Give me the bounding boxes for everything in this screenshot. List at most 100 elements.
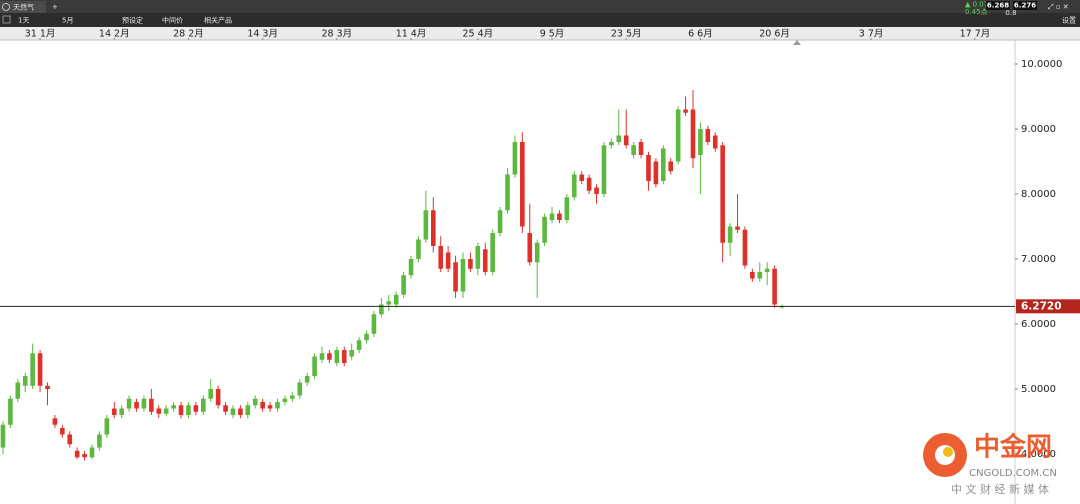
candle-body <box>163 408 169 414</box>
candle-body <box>230 408 236 416</box>
candle-body <box>97 434 102 448</box>
tab[interactable] <box>0 1 46 13</box>
candle-body <box>490 232 495 272</box>
candle-body <box>690 109 696 159</box>
candle-body <box>423 210 429 240</box>
candle-body <box>371 314 377 334</box>
ask-box[interactable] <box>1013 1 1037 10</box>
range[interactable]: 5月 <box>62 17 73 25</box>
candle-body <box>497 210 503 233</box>
candle-body <box>304 376 310 383</box>
candle-body <box>468 258 473 269</box>
candle-body <box>571 174 577 198</box>
add-tab[interactable]: + <box>52 3 58 11</box>
y-tick-label: 10.0000 <box>1021 59 1062 70</box>
preset[interactable]: 预设定 <box>122 16 143 25</box>
x-tick-label: 28 2月 <box>173 29 204 40</box>
candle-body <box>475 245 481 269</box>
change-points: 0.45点 <box>965 8 988 16</box>
candle-body <box>30 353 35 386</box>
watermark-site: CNGOLD.COM.CN <box>969 468 1057 479</box>
candle-body <box>779 306 785 308</box>
candle-body <box>178 405 184 416</box>
settings[interactable]: 设置 <box>1062 16 1076 25</box>
candle-body <box>45 385 50 390</box>
candle-body <box>89 447 95 458</box>
candle-body <box>238 408 243 416</box>
candle-body <box>431 210 436 246</box>
candle-body <box>386 301 392 305</box>
candle-body <box>327 353 332 360</box>
candle-body <box>67 434 73 445</box>
x-tick-label: 3 7月 <box>859 29 884 40</box>
candle-body <box>527 232 533 263</box>
candle-body <box>460 258 466 292</box>
y-tick-label: 4.0000 <box>1021 449 1056 460</box>
candle-body <box>661 148 666 181</box>
candle-body <box>141 398 147 409</box>
candle-body <box>720 145 725 243</box>
interval[interactable]: 1天 <box>18 17 29 25</box>
candle-body <box>312 356 317 377</box>
watermark-slogan: 中 文 财 经 新 媒 体 <box>951 482 1049 496</box>
candle-body <box>712 135 718 149</box>
candle-body <box>549 213 555 220</box>
candle-body <box>675 109 681 162</box>
candle-body <box>74 450 80 458</box>
window-icon[interactable]: ⤢ ▫ ✕ <box>1048 3 1069 11</box>
candle-body <box>764 268 770 272</box>
candle-body <box>0 424 6 448</box>
candle-body <box>82 454 87 458</box>
now-marker <box>793 40 801 45</box>
candle-body <box>341 350 347 364</box>
candle-body <box>8 398 13 425</box>
candle-body <box>379 304 384 315</box>
candle-body <box>653 161 659 185</box>
candle-body <box>334 350 340 364</box>
bid-box[interactable] <box>986 1 1010 10</box>
candle-body <box>297 382 303 396</box>
candle-body <box>742 229 748 266</box>
tab-title[interactable]: 天然气 <box>13 3 34 12</box>
x-tick-label: 20 6月 <box>759 29 790 40</box>
candle-body <box>735 226 740 230</box>
candle-body <box>579 174 584 181</box>
last-price-box <box>1016 299 1080 314</box>
mid-price[interactable]: 中间价 <box>162 16 183 25</box>
candle-body <box>156 408 162 414</box>
watermark-name: 中金网 <box>974 432 1052 463</box>
candle-body <box>349 350 354 357</box>
date-bar <box>0 27 1080 40</box>
candle-body <box>757 272 763 279</box>
watermark-logo-dot <box>943 447 953 457</box>
candle-body <box>601 145 607 194</box>
candle-body <box>119 408 124 416</box>
candle-body <box>364 333 369 341</box>
candle-body <box>408 258 414 276</box>
y-tick-label: 5.0000 <box>1021 384 1056 395</box>
ask-price[interactable]: 6.276 <box>1014 2 1036 10</box>
x-tick-label: 28 3月 <box>322 29 353 40</box>
candle-body <box>438 245 444 269</box>
x-tick-label: 11 4月 <box>396 29 427 40</box>
candle-body <box>631 145 636 155</box>
bid-price[interactable]: 6.268 <box>987 2 1009 10</box>
candle-body <box>22 376 28 386</box>
candle-body <box>623 135 629 146</box>
candle-body <box>416 239 421 259</box>
candle-body <box>223 405 228 412</box>
candle-body <box>111 408 117 416</box>
candle-body <box>668 161 674 172</box>
related-products[interactable]: 相关产品 <box>204 16 232 25</box>
x-tick-label: 14 3月 <box>247 29 278 40</box>
layout-icon[interactable] <box>2 15 11 24</box>
candle-body <box>542 216 547 243</box>
candle-body <box>60 428 65 435</box>
candle-body <box>171 405 176 409</box>
candle-body <box>149 398 154 412</box>
candle-body <box>252 398 258 406</box>
candle-body <box>453 262 458 292</box>
x-tick-label: 6 6月 <box>688 29 713 40</box>
candle-body <box>282 398 288 403</box>
